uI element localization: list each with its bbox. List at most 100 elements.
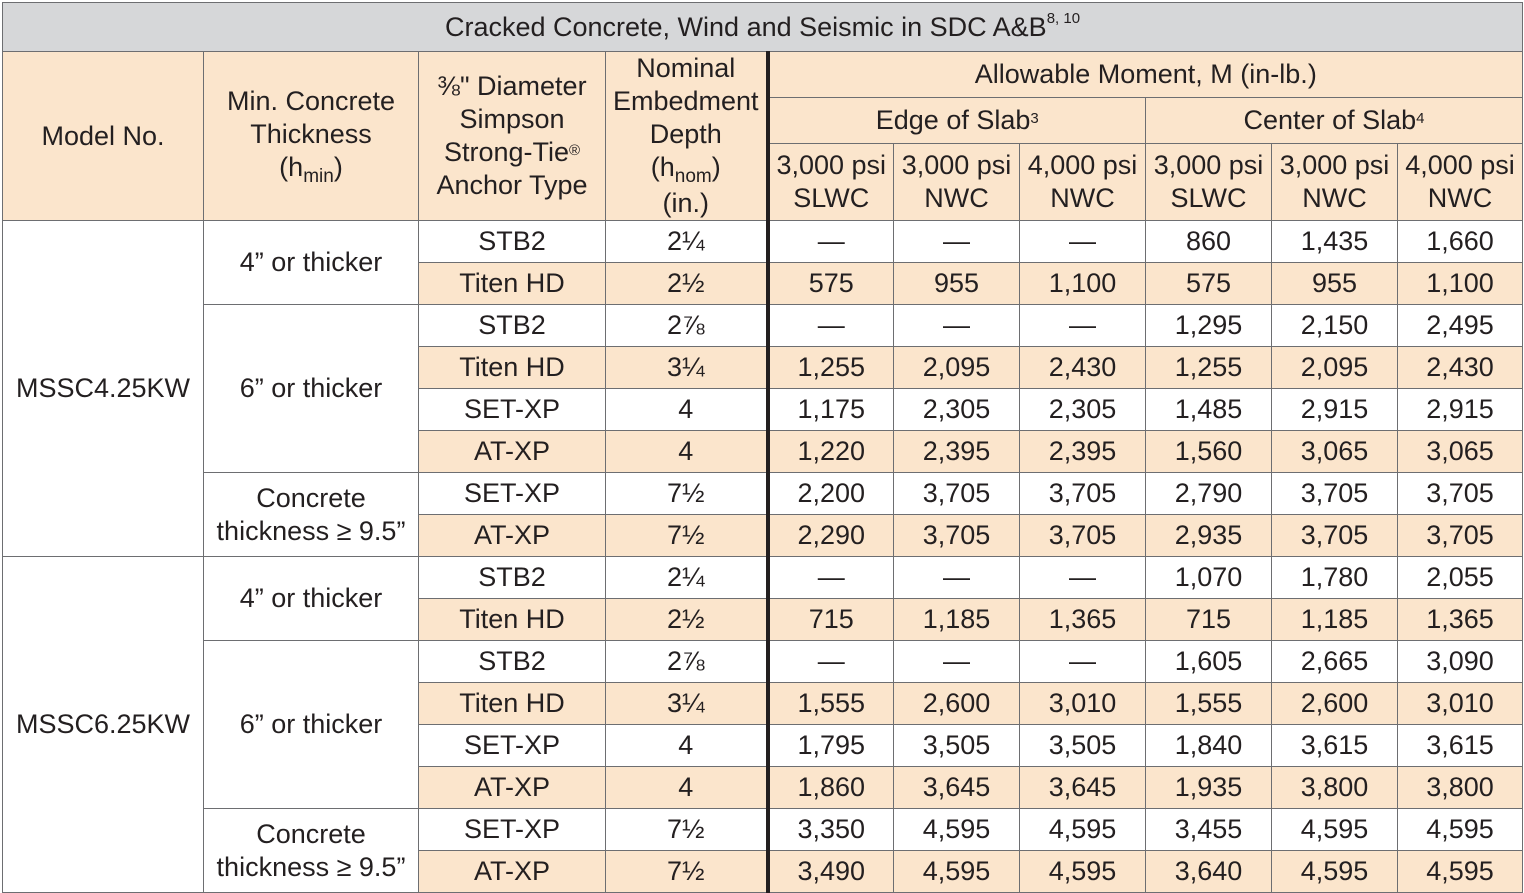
min-thickness-line2: thickness ≥ 9.5” bbox=[216, 851, 406, 882]
header-col-edge-1: 3,000 psi SLWC bbox=[765, 143, 894, 221]
anchor-type-cell: Titen HD bbox=[418, 598, 606, 641]
anchor-type-cell: STB2 bbox=[418, 640, 606, 683]
table-row: Concrete thickness ≥ 9.5” SET-XP 7½ 2,200 3,7… bbox=[3, 472, 1524, 557]
edge-moment-cell: 2,200 bbox=[765, 472, 894, 515]
header-col-psi: 3,000 psi bbox=[776, 150, 887, 181]
center-moment-cell: 3,705 bbox=[1396, 472, 1524, 515]
model-number-cell: MSSC4.25KW bbox=[2, 220, 204, 557]
table-row: AT-XP 7½ 2,290 3,705 3,705 2,935 3,705 3,705 bbox=[3, 514, 1524, 557]
center-moment-cell: 2,150 bbox=[1271, 304, 1398, 347]
edge-moment-cell: 1,175 bbox=[765, 388, 894, 431]
center-moment-cell: 4,595 bbox=[1396, 808, 1524, 851]
center-moment-cell: 2,430 bbox=[1396, 346, 1524, 389]
edge-moment-cell: 3,645 bbox=[893, 766, 1020, 809]
header-center-of-slab: Center of Slab4 bbox=[1144, 96, 1524, 145]
table-row: 6” or thicker STB2 2⅞ — — —1,295 2,150 2,495 bbox=[3, 304, 1524, 473]
table-title: Cracked Concrete, Wind and Seismic in SD… bbox=[1, 2, 1524, 52]
header-embedment: Nominal Embedment Depth (hnom) (in.) bbox=[605, 51, 768, 221]
edge-moment-cell: 1,255 bbox=[765, 346, 894, 389]
header-anchor-line2: Simpson bbox=[459, 104, 565, 134]
header-edge-of-slab: Edge of Slab3 bbox=[765, 96, 1146, 145]
header-anchor-line3: Strong-Tie® bbox=[420, 136, 605, 169]
edge-moment-cell: 1,220 bbox=[765, 430, 894, 473]
center-moment-cell: 3,090 bbox=[1396, 640, 1524, 683]
edge-moment-cell: 4,595 bbox=[1019, 808, 1146, 851]
embedment-depth-cell: 7½ bbox=[605, 850, 768, 893]
edge-moment-cell: — bbox=[1019, 640, 1146, 683]
center-moment-cell: 1,485 bbox=[1145, 388, 1272, 431]
center-moment-cell: 1,295 bbox=[1145, 304, 1272, 347]
header-anchor-reg: ® bbox=[568, 142, 581, 159]
edge-moment-cell: 1,185 bbox=[893, 598, 1020, 641]
center-moment-cell: 1,365 bbox=[1396, 598, 1524, 641]
header-col-psi: 3,000 psi bbox=[1153, 150, 1264, 181]
center-moment-cell: 3,705 bbox=[1271, 514, 1398, 557]
header-embed-line2: Embedment bbox=[612, 86, 759, 116]
header-edge-text: Edge of Slab bbox=[875, 104, 1031, 135]
center-moment-cell: 3,010 bbox=[1396, 682, 1524, 725]
edge-moment-cell: 2,395 bbox=[893, 430, 1020, 473]
edge-moment-cell: 3,350 bbox=[765, 808, 894, 851]
embedment-depth-cell: 4 bbox=[605, 766, 768, 809]
embedment-depth-cell: 4 bbox=[605, 388, 768, 431]
header-col-center-3: 4,000 psi NWC bbox=[1396, 143, 1524, 221]
center-moment-cell: 3,615 bbox=[1396, 724, 1524, 767]
header-model-text: Model No. bbox=[41, 120, 165, 151]
header-embed-sub: nom bbox=[674, 166, 712, 187]
header-embed-line4: (hnom) bbox=[607, 151, 766, 187]
edge-moment-cell: 3,505 bbox=[1019, 724, 1146, 767]
edge-moment-cell: — bbox=[765, 556, 894, 599]
edge-moment-cell: 4,595 bbox=[1019, 850, 1146, 893]
header-col-type: NWC bbox=[1427, 183, 1493, 214]
header-col-type: SLWC bbox=[1170, 183, 1247, 214]
header-row-3: 3,000 psi SLWC 3,000 psi NWC 4,000 psi NWC … bbox=[3, 143, 1524, 221]
anchor-type-cell: AT-XP bbox=[418, 766, 606, 809]
center-moment-cell: 3,065 bbox=[1396, 430, 1524, 473]
edge-moment-cell: — bbox=[893, 640, 1020, 683]
center-moment-cell: 2,665 bbox=[1271, 640, 1398, 683]
header-embed-line3: Depth bbox=[649, 119, 722, 149]
edge-moment-cell: 1,365 bbox=[1019, 598, 1146, 641]
min-thickness-line2: thickness ≥ 9.5” bbox=[216, 515, 406, 546]
center-moment-cell: 860 bbox=[1145, 220, 1272, 263]
header-embed-unit: (in.) bbox=[662, 188, 710, 218]
center-moment-cell: 1,560 bbox=[1145, 430, 1272, 473]
min-thickness-cell: 6” or thicker bbox=[203, 640, 419, 809]
min-thickness-line1: Concrete bbox=[256, 818, 366, 849]
header-col-type: NWC bbox=[1302, 183, 1367, 214]
embedment-depth-cell: 2¼ bbox=[605, 220, 768, 263]
header-embed-line1: Nominal bbox=[636, 53, 736, 83]
header-col-center-2: 3,000 psi NWC bbox=[1271, 143, 1398, 221]
embedment-depth-cell: 2⅞ bbox=[605, 304, 768, 347]
center-moment-cell: 3,705 bbox=[1271, 472, 1398, 515]
center-moment-cell: 2,600 bbox=[1271, 682, 1398, 725]
edge-moment-cell: — bbox=[893, 220, 1020, 263]
edge-moment-cell: 1,860 bbox=[765, 766, 894, 809]
center-moment-cell: 2,495 bbox=[1396, 304, 1524, 347]
edge-moment-cell: — bbox=[765, 640, 894, 683]
embedment-depth-cell: 2½ bbox=[605, 598, 768, 641]
table-row: Titen HD 2½ 715 1,185 1,365 715 1,185 1,365 bbox=[3, 598, 1524, 641]
header-anchor-line1: ⅜" Diameter bbox=[437, 71, 587, 101]
embedment-depth-cell: 4 bbox=[605, 430, 768, 473]
center-moment-cell: 1,100 bbox=[1396, 262, 1524, 305]
table-row: MSSC4.25KW 4” or thicker STB2 2¼ — — —860 1,435… bbox=[2, 220, 1524, 557]
model-number-cell: MSSC6.25KW bbox=[2, 556, 204, 893]
center-moment-cell: 2,790 bbox=[1145, 472, 1272, 515]
anchor-type-cell: SET-XP bbox=[418, 808, 606, 851]
header-allowable-text: Allowable Moment, M (in-lb.) bbox=[974, 58, 1317, 89]
edge-moment-cell: 715 bbox=[765, 598, 894, 641]
center-moment-cell: 1,840 bbox=[1145, 724, 1272, 767]
embedment-depth-cell: 3¼ bbox=[605, 682, 768, 725]
table-row: MSSC6.25KW 4” or thicker STB2 2¼ — — —1,070 1,7… bbox=[2, 556, 1524, 893]
center-moment-cell: 715 bbox=[1145, 598, 1272, 641]
center-moment-cell: 1,070 bbox=[1145, 556, 1272, 599]
center-moment-cell: 1,605 bbox=[1145, 640, 1272, 683]
center-moment-cell: 1,780 bbox=[1271, 556, 1398, 599]
center-moment-cell: 3,065 bbox=[1271, 430, 1398, 473]
edge-moment-cell: — bbox=[765, 220, 894, 263]
edge-moment-cell: — bbox=[1019, 304, 1146, 347]
header-thickness-sub: min bbox=[303, 166, 334, 187]
min-thickness-cell: Concrete thickness ≥ 9.5” bbox=[203, 472, 419, 557]
edge-moment-cell: — bbox=[1019, 220, 1146, 263]
